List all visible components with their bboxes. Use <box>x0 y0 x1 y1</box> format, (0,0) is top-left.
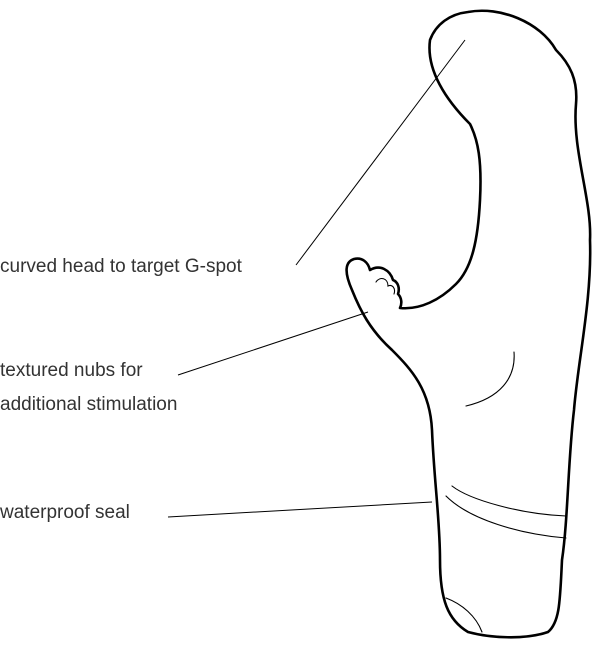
textured-nubs-detail <box>375 277 396 295</box>
label-waterproof-seal: waterproof seal <box>0 502 130 523</box>
seal-band-lower <box>445 495 567 539</box>
leader-line-textured-nubs <box>177 311 369 376</box>
leader-line-curved-head <box>295 39 466 266</box>
label-curved-head: curved head to target G-spot <box>0 256 243 277</box>
device-body-outline <box>345 9 592 639</box>
base-cap-detail <box>445 597 483 633</box>
label-textured-nubs-line2: additional stimulation <box>0 394 177 415</box>
seal-band-upper <box>451 485 567 517</box>
label-textured-nubs-line1: textured nubs for <box>0 360 143 381</box>
body-curve-detail <box>465 351 515 407</box>
leader-line-waterproof-seal <box>167 501 433 518</box>
